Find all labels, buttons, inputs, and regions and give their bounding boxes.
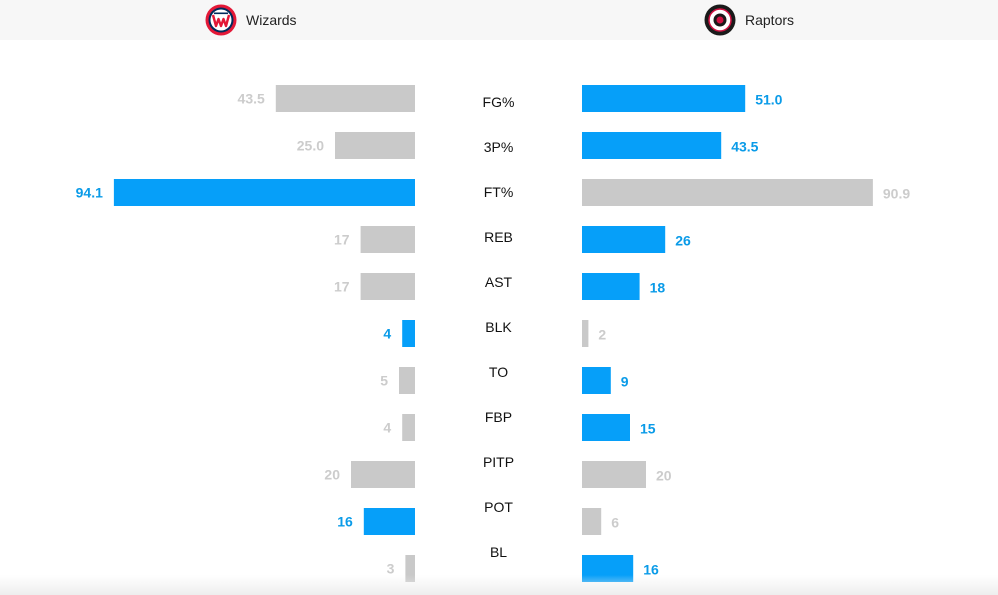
bar-wizards-9 <box>363 508 415 535</box>
value-label-raptors-10: 16 <box>643 562 659 578</box>
bar-wizards-4 <box>360 273 415 300</box>
value-label-raptors-0: 51.0 <box>755 92 782 108</box>
stat-label-bl: BL <box>490 544 507 560</box>
team-header: Wizards Raptors <box>0 0 998 40</box>
stat-label-ft-pct: FT% <box>484 184 514 200</box>
value-label-wizards-3: 17 <box>334 232 350 248</box>
value-label-wizards-9: 16 <box>337 514 353 530</box>
bar-raptors-0 <box>582 85 746 112</box>
bar-wizards-2 <box>113 179 415 206</box>
bar-raptors-8 <box>582 461 646 488</box>
stat-label-to: TO <box>489 364 508 380</box>
value-label-wizards-1: 25.0 <box>297 138 324 154</box>
stat-label-blk: BLK <box>485 319 512 335</box>
bar-raptors-6 <box>582 367 611 394</box>
bar-raptors-5 <box>582 320 589 347</box>
value-label-raptors-6: 9 <box>621 374 629 390</box>
value-label-raptors-4: 18 <box>650 280 666 296</box>
bar-raptors-1 <box>582 132 722 159</box>
value-label-raptors-2: 90.9 <box>883 186 910 202</box>
team-wizards[interactable]: Wizards <box>205 4 297 36</box>
value-label-raptors-5: 2 <box>598 327 606 343</box>
bar-raptors-4 <box>582 273 640 300</box>
stat-label-fbp: FBP <box>485 409 512 425</box>
raptors-logo-icon <box>704 4 736 36</box>
value-label-wizards-0: 43.5 <box>238 91 265 107</box>
value-label-wizards-2: 94.1 <box>76 185 103 201</box>
value-label-wizards-6: 5 <box>380 373 388 389</box>
stat-label-pitp: PITP <box>483 454 514 470</box>
value-label-wizards-4: 17 <box>334 279 350 295</box>
value-label-wizards-8: 20 <box>324 467 340 483</box>
bar-raptors-3 <box>582 226 666 253</box>
bar-wizards-1 <box>335 132 415 159</box>
value-label-raptors-3: 26 <box>675 233 691 249</box>
bar-raptors-7 <box>582 414 630 441</box>
bar-wizards-5 <box>402 320 415 347</box>
value-label-wizards-10: 3 <box>387 561 395 577</box>
bar-wizards-7 <box>402 414 415 441</box>
bar-raptors-2 <box>582 179 873 206</box>
bar-wizards-10 <box>405 555 415 582</box>
stat-label-fg-pct: FG% <box>483 94 515 110</box>
bar-wizards-3 <box>360 226 415 253</box>
team-name-wizards: Wizards <box>246 12 297 28</box>
stat-label-reb: REB <box>484 229 513 245</box>
value-label-raptors-9: 6 <box>611 515 619 531</box>
value-label-raptors-7: 15 <box>640 421 656 437</box>
bar-raptors-10 <box>582 555 634 582</box>
value-label-wizards-7: 4 <box>383 420 391 436</box>
value-label-wizards-5: 4 <box>383 326 391 342</box>
stat-label-pot: POT <box>484 499 513 515</box>
wizards-logo-icon <box>205 4 237 36</box>
team-name-raptors: Raptors <box>745 12 795 28</box>
value-label-raptors-1: 43.5 <box>731 139 758 155</box>
stat-label-3p-pct: 3P% <box>484 139 514 155</box>
bar-raptors-9 <box>582 508 602 535</box>
bar-wizards-6 <box>399 367 415 394</box>
bar-wizards-0 <box>275 85 415 112</box>
team-raptors[interactable]: Raptors <box>704 4 794 36</box>
stat-label-ast: AST <box>485 274 513 290</box>
value-label-raptors-8: 20 <box>656 468 672 484</box>
bar-wizards-8 <box>351 461 415 488</box>
